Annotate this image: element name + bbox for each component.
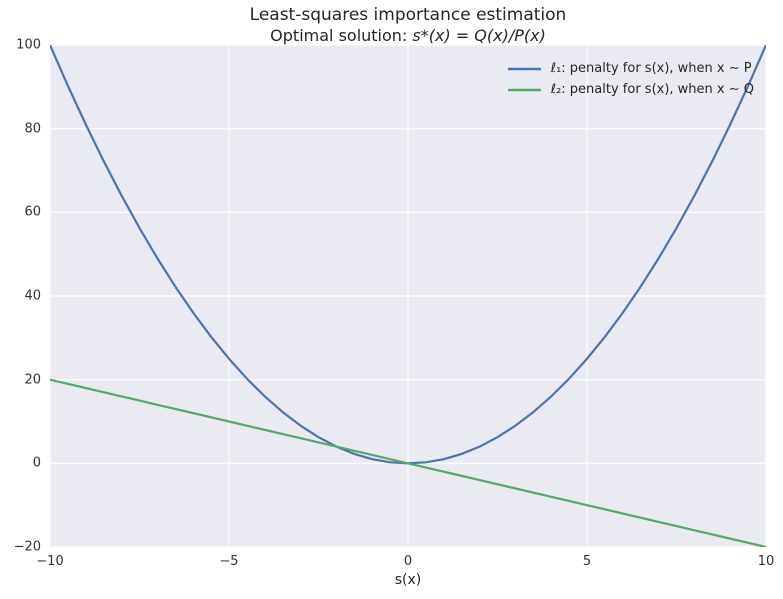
legend-label: ℓ₁: penalty for s(x), when x ∼ P (550, 61, 752, 76)
chart-title-line2: Optimal solution: s*(x) = Q(x)/P(x) (50, 26, 766, 47)
legend-line-swatch (507, 67, 541, 70)
legend-line-swatch (507, 88, 541, 91)
chart-subtitle-prefix: Optimal solution: (270, 26, 413, 46)
y-tick-label: 40 (24, 288, 41, 304)
legend-label: ℓ₂: penalty for s(x), when x ∼ Q (550, 82, 754, 97)
chart-title-line1: Least-squares importance estimation (249, 5, 567, 25)
plot-svg (50, 45, 766, 547)
x-tick-label: 5 (582, 554, 592, 569)
legend-item-1: ℓ₁: penalty for s(x), when x ∼ P (507, 61, 754, 76)
x-axis-label: s(x) (394, 572, 422, 588)
y-tick-label: 60 (24, 204, 41, 220)
x-tick-label: −5 (219, 554, 239, 569)
y-tick-label: 20 (24, 372, 41, 388)
x-tick-label: −10 (36, 554, 64, 569)
chart-subtitle-math: s*(x) = Q(x)/P(x) (412, 26, 546, 46)
series-line-2 (50, 378, 766, 547)
y-tick-label: 100 (16, 37, 41, 53)
chart-title: Least-squares importance estimation Opti… (50, 5, 766, 47)
x-tick-label: 0 (403, 554, 413, 569)
plot-area: ℓ₁: penalty for s(x), when x ∼ P ℓ₂: pena… (14, 38, 775, 570)
y-tick-label: 0 (32, 455, 41, 471)
legend-item-2: ℓ₂: penalty for s(x), when x ∼ Q (507, 82, 754, 97)
y-tick-label: −20 (13, 539, 41, 555)
legend: ℓ₁: penalty for s(x), when x ∼ P ℓ₂: pena… (501, 57, 760, 101)
y-tick-label: 80 (24, 121, 41, 137)
x-tick-label: 10 (757, 554, 775, 569)
